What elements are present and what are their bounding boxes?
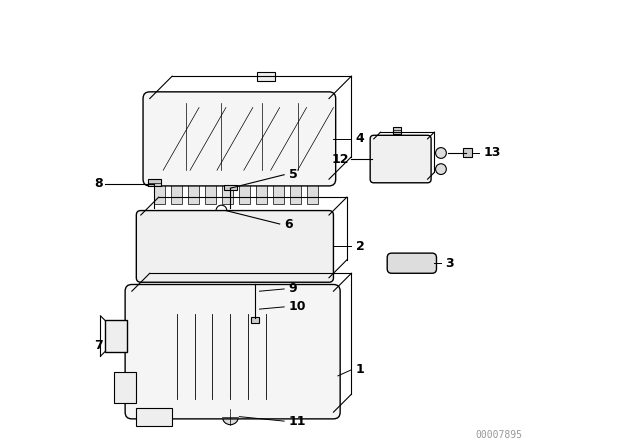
Text: 13: 13 xyxy=(484,146,501,159)
FancyBboxPatch shape xyxy=(224,185,237,190)
FancyBboxPatch shape xyxy=(222,172,233,204)
FancyBboxPatch shape xyxy=(239,168,250,204)
Text: 6: 6 xyxy=(284,217,292,231)
FancyBboxPatch shape xyxy=(154,177,165,204)
FancyBboxPatch shape xyxy=(392,127,401,134)
FancyBboxPatch shape xyxy=(290,168,301,204)
FancyBboxPatch shape xyxy=(114,372,136,403)
FancyBboxPatch shape xyxy=(136,408,172,426)
FancyBboxPatch shape xyxy=(257,72,275,81)
Text: 3: 3 xyxy=(445,257,454,270)
FancyBboxPatch shape xyxy=(105,320,127,352)
Text: 11: 11 xyxy=(289,414,306,428)
FancyBboxPatch shape xyxy=(307,177,318,204)
FancyBboxPatch shape xyxy=(463,148,472,157)
Circle shape xyxy=(436,148,446,159)
Text: 1: 1 xyxy=(356,363,365,376)
Text: 4: 4 xyxy=(356,132,365,146)
Text: 7: 7 xyxy=(94,339,102,352)
Text: 00007895: 00007895 xyxy=(476,430,523,439)
Text: 9: 9 xyxy=(289,282,297,296)
Text: 12: 12 xyxy=(332,152,349,166)
Circle shape xyxy=(222,409,239,425)
FancyBboxPatch shape xyxy=(273,172,284,204)
FancyBboxPatch shape xyxy=(370,135,431,183)
FancyBboxPatch shape xyxy=(387,253,436,273)
Text: 8: 8 xyxy=(94,177,102,190)
Circle shape xyxy=(436,164,446,174)
FancyBboxPatch shape xyxy=(148,179,161,186)
Text: 2: 2 xyxy=(356,240,365,253)
FancyBboxPatch shape xyxy=(252,317,259,323)
FancyBboxPatch shape xyxy=(256,177,267,204)
FancyBboxPatch shape xyxy=(205,177,216,204)
FancyBboxPatch shape xyxy=(171,172,182,204)
Text: 10: 10 xyxy=(289,300,306,314)
FancyBboxPatch shape xyxy=(125,284,340,419)
FancyBboxPatch shape xyxy=(143,92,336,186)
Text: 5: 5 xyxy=(289,168,298,181)
FancyBboxPatch shape xyxy=(188,168,199,204)
FancyBboxPatch shape xyxy=(136,211,333,282)
